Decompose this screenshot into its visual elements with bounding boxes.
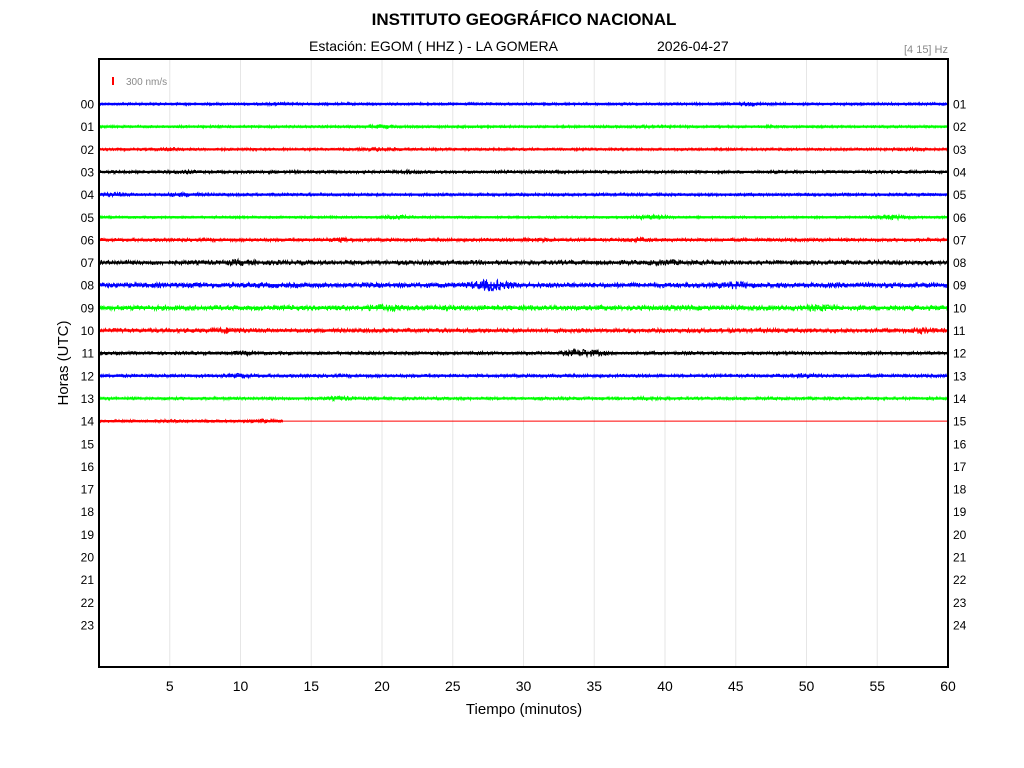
- hour-label-left: 20: [81, 551, 95, 565]
- hour-label-right: 12: [953, 347, 967, 361]
- hour-label-right: 15: [953, 415, 967, 429]
- hour-label-right: 10: [953, 301, 967, 315]
- x-tick-label: 15: [303, 678, 319, 694]
- x-tick-label: 30: [516, 678, 532, 694]
- date-label: 2026-04-27: [657, 38, 729, 54]
- hour-label-right: 05: [953, 188, 967, 202]
- hour-label-left: 13: [81, 392, 95, 406]
- hour-label-left: 08: [81, 279, 95, 293]
- x-tick-label: 10: [233, 678, 249, 694]
- chart-title: INSTITUTO GEOGRÁFICO NACIONAL: [372, 10, 677, 29]
- hour-label-right: 04: [953, 165, 967, 179]
- x-tick-label: 40: [657, 678, 673, 694]
- hour-label-right: 02: [953, 120, 967, 134]
- hour-label-left: 03: [81, 165, 95, 179]
- hour-label-left: 01: [81, 120, 95, 134]
- hour-label-left: 17: [81, 483, 95, 497]
- x-axis-label: Tiempo (minutos): [466, 701, 582, 718]
- hour-label-right: 11: [953, 324, 966, 338]
- scale-bar-mark: [112, 77, 114, 85]
- right-hour-labels: 01 02 03 04 05 06 07 08 09 10 11 12 13 14 15 16 17 18 19 20…: [953, 98, 967, 633]
- hour-label-right: 17: [953, 460, 967, 474]
- station-label: Estación: EGOM ( HHZ ) - LA GOMERA: [309, 38, 559, 54]
- hour-label-right: 20: [953, 528, 967, 542]
- hour-label-right: 08: [953, 256, 967, 270]
- x-tick-label: 60: [940, 678, 956, 694]
- hour-label-left: 07: [81, 256, 95, 270]
- hour-label-right: 03: [953, 143, 967, 157]
- hour-label-left: 09: [81, 301, 95, 315]
- hour-label-left: 00: [81, 98, 95, 112]
- x-tick-label: 55: [869, 678, 885, 694]
- scale-bar-label: 300 nm/s: [126, 77, 167, 88]
- y-axis-label: Horas (UTC): [55, 320, 72, 405]
- hour-label-right: 22: [953, 573, 967, 587]
- hour-label-right: 21: [953, 551, 967, 565]
- hour-label-left: 15: [81, 437, 95, 451]
- hour-label-left: 19: [81, 528, 95, 542]
- vertical-gridlines: [169, 60, 878, 666]
- hour-label-left: 23: [81, 618, 95, 632]
- left-hour-labels: 00 01 02 03 04 05 06 07 08 09 10 11 12 13 14 15 16 17 18 19…: [81, 98, 95, 633]
- hour-label-right: 23: [953, 596, 967, 610]
- hour-label-right: 16: [953, 437, 967, 451]
- plot-frame: [98, 58, 949, 668]
- x-axis-ticks: 5 10 15 20 25 30 35 40 45 50 55 60: [166, 678, 956, 694]
- x-tick-label: 35: [586, 678, 602, 694]
- hour-label-right: 19: [953, 505, 967, 519]
- hour-label-right: 07: [953, 233, 967, 247]
- hour-label-left: 05: [81, 211, 95, 225]
- x-tick-label: 45: [728, 678, 744, 694]
- hour-label-left: 14: [81, 415, 95, 429]
- x-tick-label: 20: [374, 678, 390, 694]
- x-tick-label: 25: [445, 678, 461, 694]
- hour-label-left: 16: [81, 460, 95, 474]
- hour-label-right: 01: [953, 98, 967, 112]
- hour-label-left: 22: [81, 596, 95, 610]
- hour-label-right: 18: [953, 483, 967, 497]
- hour-label-left: 18: [81, 505, 95, 519]
- hour-label-right: 13: [953, 369, 967, 383]
- x-tick-label: 50: [799, 678, 815, 694]
- hour-label-left: 10: [81, 324, 95, 338]
- hour-label-left: 21: [81, 573, 95, 587]
- hour-label-right: 09: [953, 279, 967, 293]
- frequency-band-label: [4 15] Hz: [904, 44, 948, 56]
- hour-label-right: 24: [953, 618, 967, 632]
- x-tick-label: 5: [166, 678, 174, 694]
- hour-label-right: 14: [953, 392, 967, 406]
- scale-bar: 300 nm/s: [112, 77, 167, 88]
- plot-area: [98, 58, 949, 668]
- hour-label-left: 11: [82, 347, 95, 361]
- hour-label-left: 12: [81, 369, 95, 383]
- hour-label-left: 06: [81, 233, 95, 247]
- hour-label-left: 02: [81, 143, 95, 157]
- seismic-traces: [98, 100, 949, 425]
- hour-label-left: 04: [81, 188, 95, 202]
- hour-label-right: 06: [953, 211, 967, 225]
